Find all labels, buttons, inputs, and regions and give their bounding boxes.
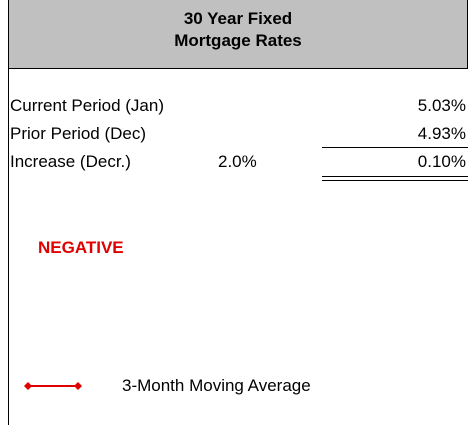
legend-marker [24,382,32,390]
row-percent: 2.0% [218,152,257,171]
header-title-line: 30 Year Fixed [183,9,293,28]
double-underline [322,180,468,181]
row-value: 5.03% [417,96,466,115]
legend-marker [74,382,82,390]
row-label: Increase (Decr.) [10,152,131,171]
border-line [8,68,9,425]
status-label: NEGATIVE [38,238,124,257]
header-title-line: Mortgage Rates [174,31,302,50]
legend-label: 3-Month Moving Average [122,376,311,395]
single-underline [322,147,468,148]
row-label: Prior Period (Dec) [10,124,147,143]
row-value: 0.10% [417,152,466,171]
double-underline [322,176,468,177]
header: 30 Year Fixed Mortgage Rates [8,0,468,69]
row-label: Current Period (Jan) [10,96,165,115]
row-value: 4.93% [417,124,466,143]
legend-swatch [24,382,82,390]
